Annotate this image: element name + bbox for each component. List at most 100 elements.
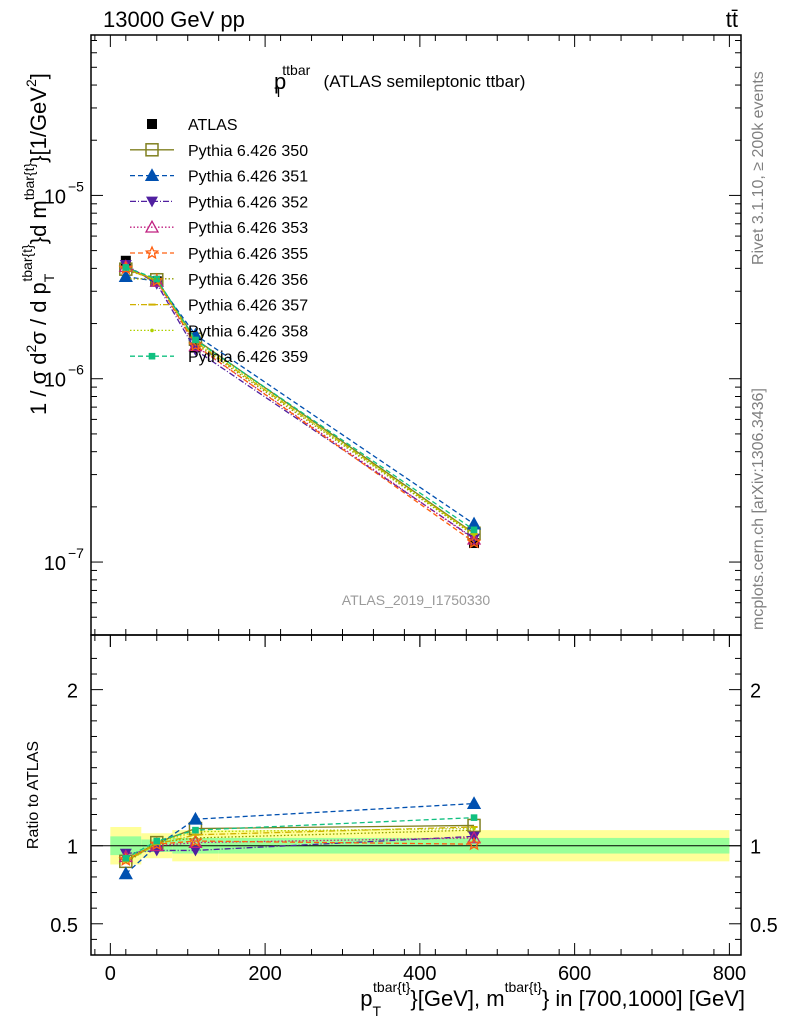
ratio-point-359 [192,826,199,834]
legend-marker-shape [148,352,156,360]
x-axis-label-p: p [360,986,372,1011]
series-line-352 [125,264,475,539]
y-axis-label-c: }d m [26,200,51,244]
y-tick-label-exponent: −7 [68,545,84,561]
ratio-point-359-shape [122,854,130,862]
legend-label: Pythia 6.426 358 [188,323,308,340]
y-axis-label-a: 1 / σ d [26,353,51,416]
axis-ticks [91,35,741,955]
series-point-359 [122,264,130,271]
ratio-point-351 [188,811,203,825]
ratio-point-351 [118,866,133,880]
ratio-tick-label-right: 0.5 [750,915,778,937]
plot-title: pttbar T (ATLAS semileptonic ttbar) [274,62,525,100]
y-axis-label-c-sup: tbar{t} [21,163,37,201]
series-point-359 [192,336,199,344]
legend-marker [144,245,160,260]
ratio-tick-label: 1 [67,837,78,859]
legend-marker-shape [146,196,158,208]
series-point-358 [472,532,476,537]
ratio-series-group [118,796,482,880]
series-point-359-shape [192,336,199,344]
ratio-line-358 [125,827,475,861]
x-tick-label: 800 [713,963,746,985]
series-point-355-shape [188,337,203,352]
analysis-label: ATLAS_2019_I1750330 [342,592,491,608]
ratio-point-359 [153,837,161,845]
legend-label: Pythia 6.426 351 [188,169,308,186]
y-axis-label-b-sup: tbar{t} [19,244,35,282]
x-axis-label-p-sub: T [372,1003,381,1019]
legend-marker-shape [144,168,160,182]
plot-title-sub: T [274,84,283,100]
y-tick-label-exponent: −5 [68,178,84,194]
ratio-point-358-shape [472,826,476,831]
legend: ATLAS Pythia 6.426 350 Pythia 6.426 351 Pyt… [130,117,308,366]
ratio-tick-label: 2 [67,681,78,703]
ratio-point-355 [188,833,203,848]
legend-label: Pythia 6.426 353 [188,220,308,237]
legend-marker [150,328,154,333]
ratio-point-355-shape [149,836,165,851]
rivet-label: Rivet 3.1.10, ≥ 200k events [750,71,767,265]
x-axis-label-end: } in [700,1000] [GeV] [542,986,745,1011]
series-point-359 [470,526,478,534]
series-point-351-shape [118,269,133,283]
ratio-point-352 [189,845,202,857]
ratio-line-359 [125,816,475,859]
ratio-line-353 [125,837,475,858]
energy-label: 13000 GeV pp [103,7,245,32]
series-point-351 [118,269,133,283]
y-axis-label: 1 / σ d2σ / d pTtbar{t}}d mtbar{t}}[1/Ge… [19,73,57,415]
x-axis-label-m-sup: tbar{t} [505,979,543,995]
ratio-point-353 [466,830,482,844]
legend-marker-shape [145,143,159,157]
legend-marker [146,196,158,208]
y-axis-label-e: ] [26,73,51,79]
ratio-point-351-shape [466,796,482,810]
plot-title-main: p [274,69,286,94]
series-point-359-shape [122,264,130,271]
legend-marker-shape [150,328,154,333]
legend-marker [144,219,160,233]
legend-marker-shape [144,219,160,233]
plot-title-suffix: (ATLAS semileptonic ttbar) [319,72,526,91]
ratio-tick-label: 0.5 [50,915,78,937]
y-tick-label: 10 [44,553,66,575]
legend-marker-atlas [147,119,157,129]
series-point-355-shape [118,260,134,275]
ratio-line-351 [125,802,475,875]
ratio-point-359-shape [470,814,478,821]
y-axis-label-b-sub: T [41,273,57,282]
x-tick-label: 0 [105,963,116,985]
series-point-359 [153,275,161,283]
y-axis-label-a-sup: 2 [23,345,39,353]
ratio-point-359-shape [192,826,199,834]
ratio-point-359 [470,814,478,821]
y-tick-label: 10 [44,370,66,392]
process-label: tt̄ [726,7,738,32]
ratio-tick-label-right: 1 [750,837,761,859]
ratio-tick-label-right: 2 [750,681,761,703]
series-point-358-shape [472,532,476,537]
series-point-353-shape [466,531,482,545]
x-axis-label: pTtbar{t}}[GeV], mtbar{t}} in [700,1000]… [360,979,745,1019]
ratio-line-355 [125,840,475,861]
legend-marker-shape [144,245,160,260]
legend-label: Pythia 6.426 359 [188,349,308,366]
series-line-351 [125,275,475,525]
ratio-point-352-shape [189,845,202,857]
legend-label-atlas: ATLAS [188,117,238,134]
ratio-point-355-shape [466,836,482,851]
y-axis-label-d-sup: 2 [23,79,39,87]
ratio-line-357 [125,826,475,862]
legend-label: Pythia 6.426 350 [188,143,308,160]
legend-label: Pythia 6.426 356 [188,272,308,289]
ratio-line-356 [125,829,475,864]
ratio-axis-label: Ratio to ATLAS [25,741,42,849]
x-tick-label: 200 [248,963,281,985]
ratio-point-358 [472,826,476,831]
mcplots-label: mcplots.cern.ch [arXiv:1306.3436] [750,388,767,630]
